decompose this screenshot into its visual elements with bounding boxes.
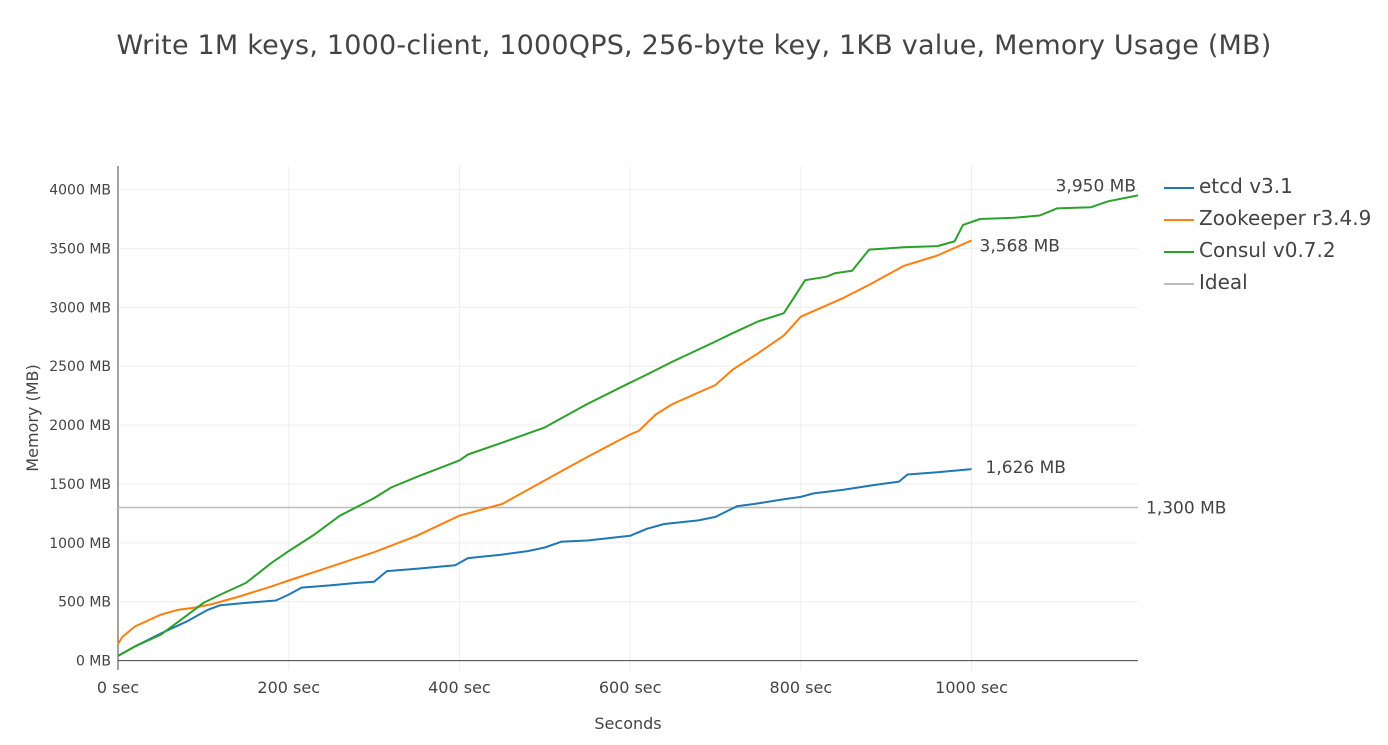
legend-swatch (1164, 283, 1194, 285)
gridlines (118, 166, 1138, 670)
chart-title: Write 1M keys, 1000-client, 1000QPS, 256… (116, 30, 1272, 61)
series-lines (117, 194, 1139, 657)
x-tick-label: 1000 sec (935, 678, 1008, 697)
y-tick-label: 3000 MB (49, 300, 111, 316)
x-tick-label: 0 sec (97, 678, 139, 697)
data-label: 1,300 MB (1146, 498, 1226, 518)
x-tick-label: 200 sec (257, 678, 320, 697)
legend-swatch (1164, 251, 1194, 253)
y-tick-label: 3500 MB (49, 241, 111, 257)
data-label: 1,626 MB (986, 458, 1066, 478)
y-tick-label: 2000 MB (49, 418, 111, 434)
y-tick-label: 0 MB (76, 654, 111, 670)
y-axis-label: Memory (MB) (23, 364, 42, 471)
axes (117, 166, 1138, 670)
y-tick-label: 2500 MB (49, 359, 111, 375)
y-tick-label: 4000 MB (49, 183, 111, 199)
y-tick-label: 1000 MB (49, 536, 111, 552)
x-tick-label: 600 sec (599, 678, 662, 697)
x-tick-label: 400 sec (428, 678, 491, 697)
x-axis-label: Seconds (594, 714, 661, 733)
data-label: 3,950 MB (1056, 176, 1136, 196)
series-line-consul-v0-7-2 (117, 194, 1139, 657)
legend-swatch (1164, 219, 1194, 221)
data-label: 3,568 MB (980, 236, 1060, 256)
series-line-zookeeper-r3-4-9 (117, 239, 973, 645)
legend-label: etcd v3.1 (1199, 174, 1293, 198)
legend-label: Zookeeper r3.4.9 (1199, 206, 1372, 230)
tick-labels: 0 MB 500 MB 1000 MB 1500 MB 2000 MB 2500 MB 30… (49, 183, 1008, 697)
legend-label: Ideal (1199, 270, 1248, 294)
x-tick-label: 800 sec (770, 678, 833, 697)
annotations: 3,950 MB 3,568 MB 1,626 MB 1,300 MB (980, 176, 1227, 518)
series-line-etcd-v3-1 (117, 468, 972, 657)
y-tick-label: 500 MB (58, 595, 111, 611)
legend-label: Consul v0.7.2 (1199, 238, 1336, 262)
legend-swatch (1164, 187, 1194, 189)
y-tick-label: 1500 MB (49, 477, 111, 493)
